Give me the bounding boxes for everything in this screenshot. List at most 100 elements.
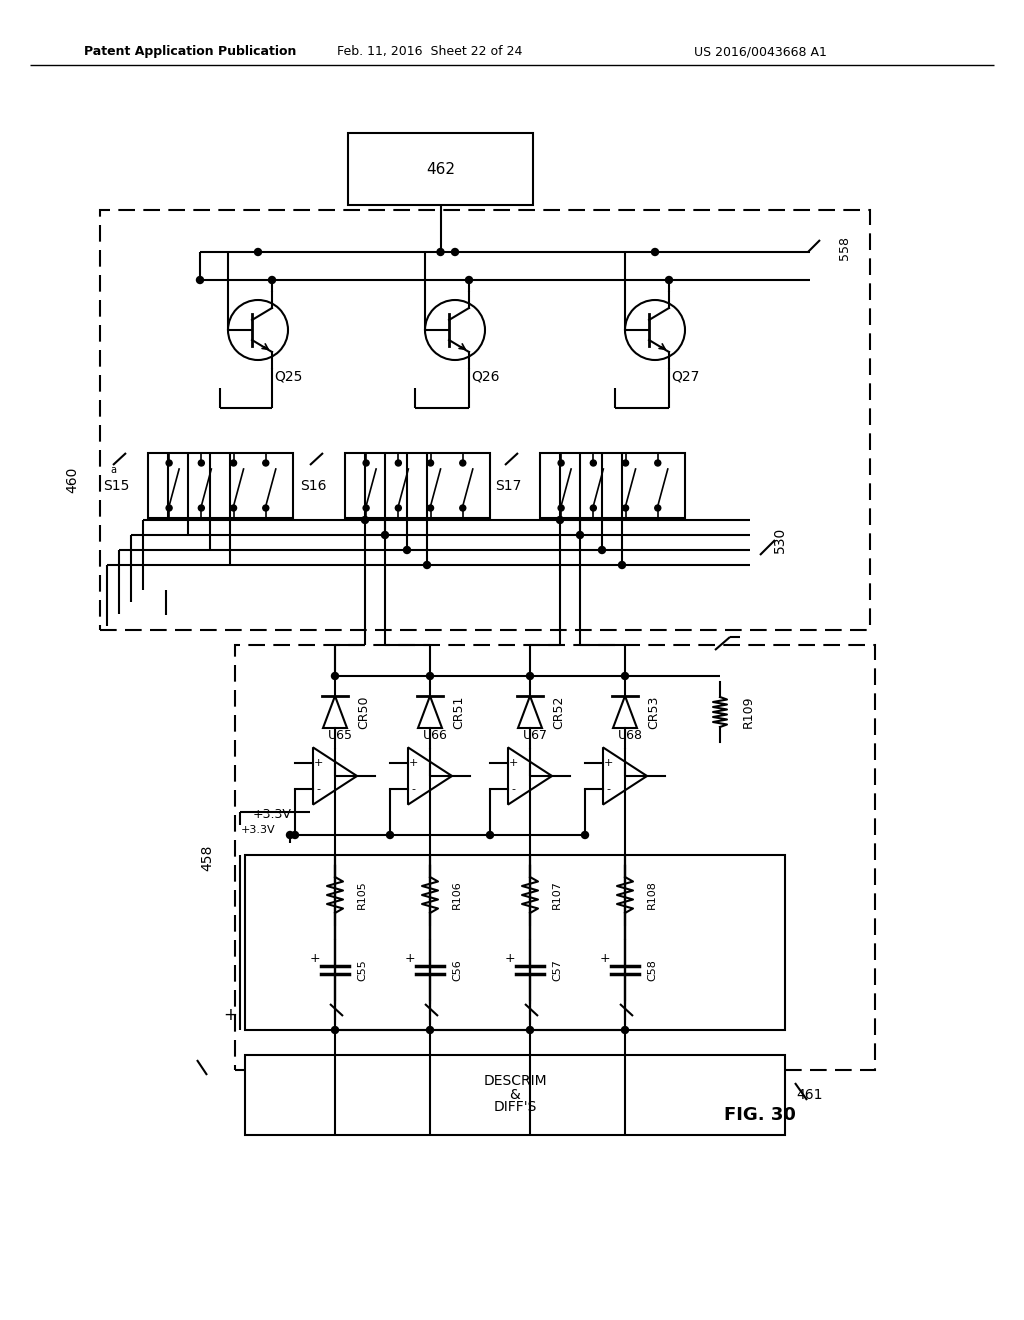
Text: 458: 458	[200, 845, 214, 871]
Circle shape	[486, 832, 494, 838]
Text: 462: 462	[426, 161, 455, 177]
Circle shape	[598, 546, 605, 553]
Circle shape	[230, 459, 237, 466]
Circle shape	[403, 546, 411, 553]
Circle shape	[428, 506, 433, 511]
Circle shape	[577, 532, 584, 539]
Text: 558: 558	[838, 236, 851, 260]
Text: +: +	[309, 952, 321, 965]
Circle shape	[395, 459, 401, 466]
Circle shape	[332, 672, 339, 680]
Bar	[245, 1055, 785, 1135]
Circle shape	[651, 248, 658, 256]
Text: +: +	[313, 758, 323, 768]
Text: C56: C56	[452, 960, 462, 981]
Text: R108: R108	[647, 880, 657, 909]
Circle shape	[623, 459, 629, 466]
Text: -: -	[316, 784, 319, 795]
Circle shape	[654, 459, 660, 466]
Circle shape	[460, 459, 466, 466]
Circle shape	[582, 832, 589, 838]
Text: +: +	[508, 758, 518, 768]
Circle shape	[166, 506, 172, 511]
Text: Q26: Q26	[471, 370, 500, 383]
Circle shape	[666, 276, 673, 284]
Text: Feb. 11, 2016  Sheet 22 of 24: Feb. 11, 2016 Sheet 22 of 24	[337, 45, 522, 58]
Text: Q27: Q27	[671, 370, 699, 383]
Text: U65: U65	[328, 729, 352, 742]
Text: R109: R109	[742, 696, 755, 729]
Text: S17: S17	[496, 479, 522, 492]
Text: CR50: CR50	[357, 696, 370, 729]
Circle shape	[199, 506, 205, 511]
Circle shape	[263, 459, 268, 466]
Text: C55: C55	[357, 960, 367, 981]
Text: DESCRIM: DESCRIM	[483, 1073, 547, 1088]
Text: a: a	[110, 465, 116, 475]
Circle shape	[386, 832, 393, 838]
Circle shape	[556, 516, 563, 524]
Text: 461: 461	[797, 1088, 823, 1102]
Circle shape	[263, 506, 268, 511]
Circle shape	[255, 248, 261, 256]
Circle shape	[230, 506, 237, 511]
Circle shape	[382, 532, 388, 539]
Text: -: -	[606, 784, 610, 795]
Circle shape	[424, 561, 430, 569]
Text: FIG. 30: FIG. 30	[724, 1106, 796, 1125]
Text: 530: 530	[773, 527, 787, 553]
Text: 460: 460	[65, 467, 79, 494]
Text: U68: U68	[617, 729, 642, 742]
Text: +: +	[600, 952, 610, 965]
Text: &: &	[510, 1088, 520, 1102]
Circle shape	[364, 459, 369, 466]
Text: -: -	[411, 784, 415, 795]
Text: +3.3V: +3.3V	[241, 825, 275, 836]
Circle shape	[590, 506, 596, 511]
Text: R107: R107	[552, 880, 562, 909]
Circle shape	[361, 516, 369, 524]
Bar	[345, 453, 490, 517]
Circle shape	[364, 506, 369, 511]
Bar	[100, 210, 870, 630]
Text: S15: S15	[103, 479, 130, 492]
Circle shape	[466, 276, 472, 284]
Text: DIFF'S: DIFF'S	[494, 1100, 537, 1114]
Text: C58: C58	[647, 960, 657, 981]
Circle shape	[268, 276, 275, 284]
Text: C57: C57	[552, 960, 562, 981]
Circle shape	[427, 1027, 433, 1034]
Bar	[540, 453, 685, 517]
Circle shape	[622, 1027, 629, 1034]
Circle shape	[197, 276, 204, 284]
Circle shape	[395, 506, 401, 511]
Bar	[245, 855, 785, 1030]
Circle shape	[460, 506, 466, 511]
Circle shape	[452, 248, 459, 256]
Text: US 2016/0043668 A1: US 2016/0043668 A1	[693, 45, 826, 58]
Text: S16: S16	[300, 479, 327, 492]
Text: Patent Application Publication: Patent Application Publication	[84, 45, 296, 58]
Text: +: +	[505, 952, 515, 965]
Text: +3.3V: +3.3V	[253, 808, 292, 821]
Text: +: +	[603, 758, 612, 768]
Bar	[348, 133, 534, 205]
Text: U66: U66	[423, 729, 447, 742]
Text: +: +	[404, 952, 416, 965]
Circle shape	[427, 672, 433, 680]
Circle shape	[526, 672, 534, 680]
Circle shape	[618, 561, 626, 569]
Circle shape	[292, 832, 299, 838]
Circle shape	[558, 459, 564, 466]
Circle shape	[622, 672, 629, 680]
Circle shape	[590, 459, 596, 466]
Text: +: +	[223, 1006, 237, 1024]
Circle shape	[332, 1027, 339, 1034]
Bar	[148, 453, 293, 517]
Text: R105: R105	[357, 880, 367, 909]
Circle shape	[437, 248, 444, 256]
Text: CR53: CR53	[647, 696, 660, 729]
Circle shape	[428, 459, 433, 466]
Circle shape	[526, 1027, 534, 1034]
Circle shape	[287, 832, 294, 838]
